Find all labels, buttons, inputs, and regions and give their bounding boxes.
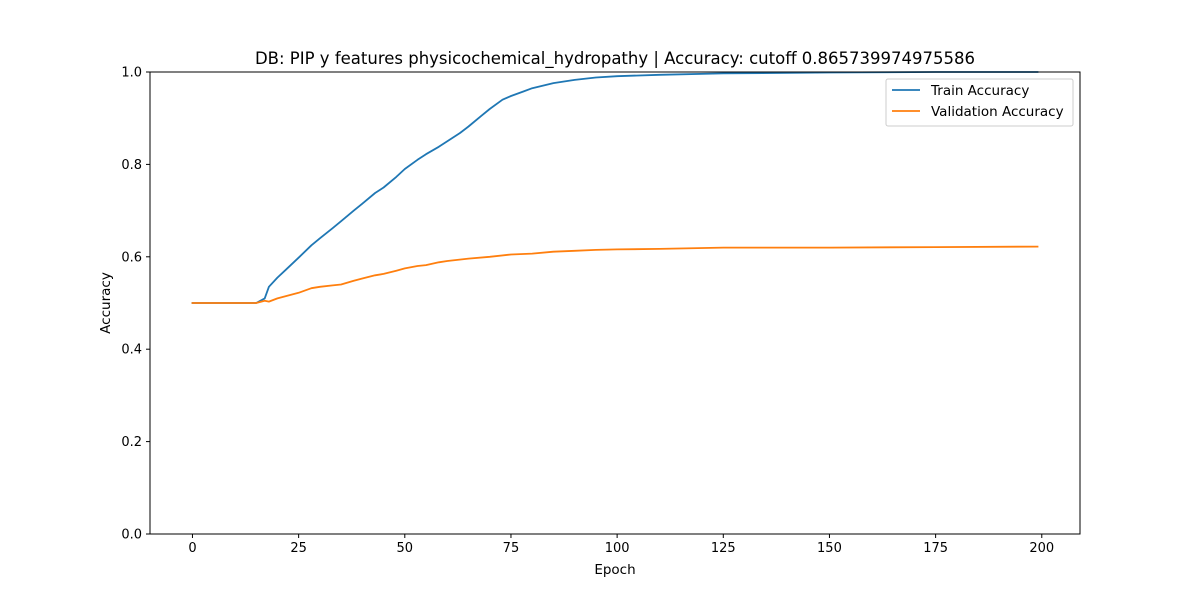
x-tick-label: 150 xyxy=(817,541,842,556)
x-tick-label: 100 xyxy=(605,541,630,556)
x-tick-label: 50 xyxy=(397,541,414,556)
x-tick-label: 0 xyxy=(188,541,196,556)
plot-lines xyxy=(191,71,1039,304)
y-tick-label: 0.4 xyxy=(121,343,142,358)
y-tick-label: 0.0 xyxy=(121,528,142,543)
y-tick-label: 1.0 xyxy=(121,66,142,81)
y-tick-label: 0.2 xyxy=(121,435,142,450)
series-line-validation-accuracy xyxy=(191,245,1039,304)
y-tick-label: 0.8 xyxy=(121,158,142,173)
legend-label-validation-accuracy: Validation Accuracy xyxy=(931,104,1064,120)
x-axis-ticks: 0 25 50 75 100 125 150 175 200 xyxy=(188,534,1054,556)
legend-label-train-accuracy: Train Accuracy xyxy=(930,83,1029,99)
plot-frame xyxy=(149,71,1081,535)
x-tick-label: 125 xyxy=(711,541,736,556)
x-axis-label: Epoch xyxy=(594,562,635,578)
y-tick-label: 0.6 xyxy=(121,250,142,265)
legend: Train Accuracy Validation Accuracy xyxy=(885,78,1074,127)
x-tick-label: 25 xyxy=(290,541,307,556)
x-tick-label: 200 xyxy=(1029,541,1054,556)
x-tick-label: 75 xyxy=(503,541,520,556)
series-line-train-accuracy xyxy=(191,71,1039,304)
y-axis-label: Accuracy xyxy=(98,272,114,334)
legend-frame xyxy=(885,78,1074,127)
chart-title: DB: PIP y features physicochemical_hydro… xyxy=(255,49,975,69)
y-axis-ticks: 0.0 0.2 0.4 0.6 0.8 1.0 xyxy=(121,66,150,543)
x-tick-label: 175 xyxy=(923,541,948,556)
